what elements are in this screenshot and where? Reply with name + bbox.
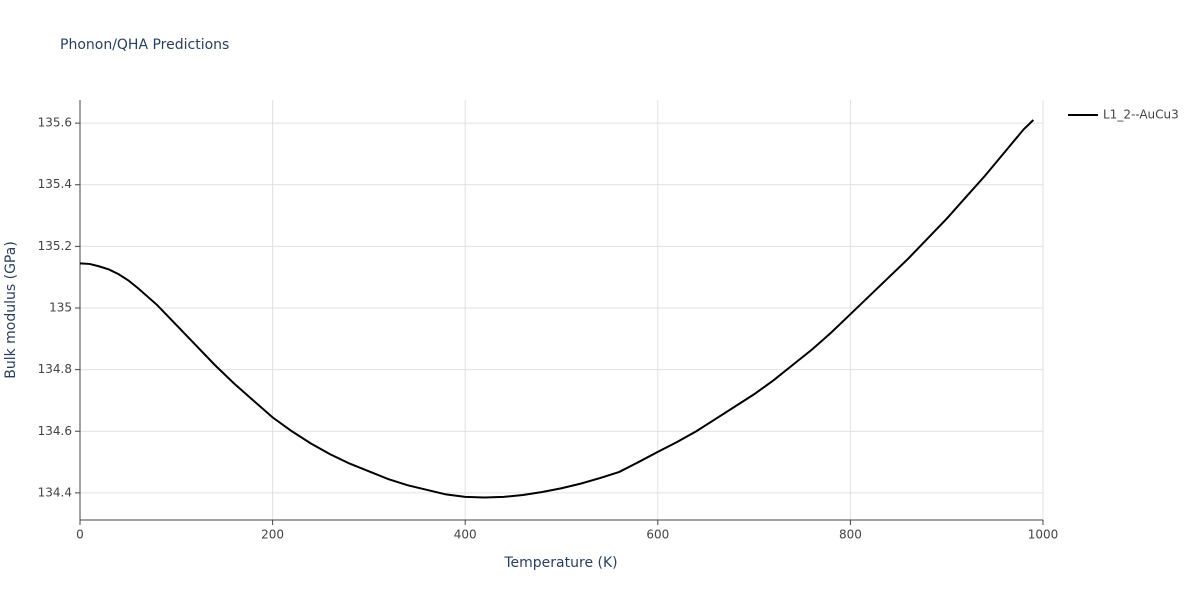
line (79, 119, 1035, 499)
y-tick-label: 135.2 (38, 239, 72, 253)
x-axis-title: Temperature (K) (503, 555, 617, 571)
y-tick-label: 134.8 (38, 362, 72, 376)
x-tick-label: 800 (839, 528, 862, 542)
y-tick-label: 135.6 (38, 116, 72, 130)
x-tick-label: 200 (261, 528, 284, 542)
legend-label: L1_2--AuCu3 (1103, 108, 1179, 122)
x-tick-label: 0 (76, 528, 84, 542)
y-tick-label: 135 (49, 300, 72, 314)
x-tick-label: 400 (454, 528, 477, 542)
y-tick-label: 134.4 (38, 485, 72, 499)
x-tick-label: 1000 (1028, 528, 1059, 542)
chart-title: Phonon/QHA Predictions (60, 37, 229, 53)
y-tick-label: 134.6 (38, 424, 72, 438)
x-tick-label: 600 (646, 528, 669, 542)
y-tick-label: 135.4 (38, 177, 72, 191)
y-axis-title: Bulk modulus (GPa) (3, 241, 19, 379)
